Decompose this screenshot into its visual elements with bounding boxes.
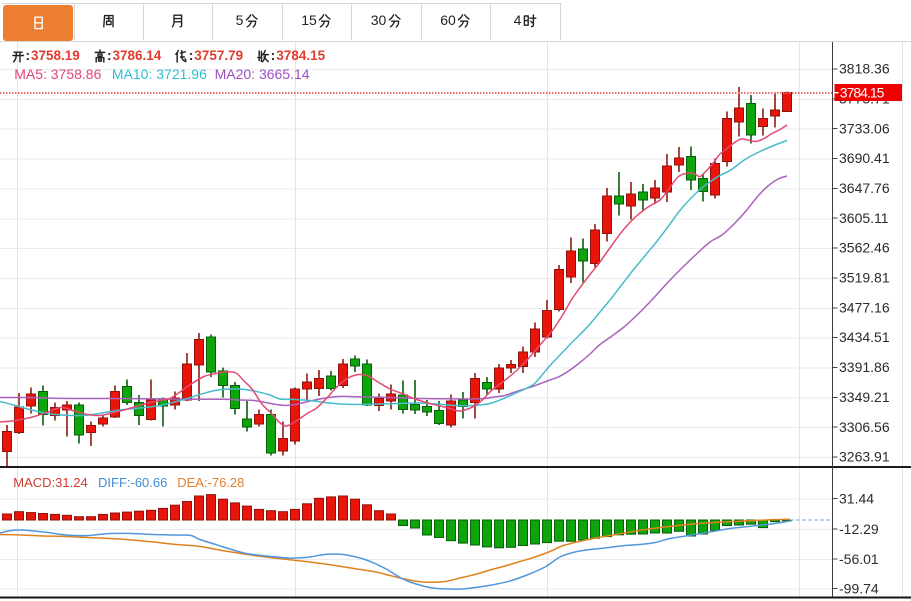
svg-text:3605.11: 3605.11 — [839, 210, 889, 226]
svg-text:3434.51: 3434.51 — [839, 329, 890, 345]
svg-text:3818.36: 3818.36 — [839, 61, 890, 77]
svg-text:-99.74: -99.74 — [839, 581, 879, 597]
svg-text:3733.06: 3733.06 — [839, 120, 890, 136]
svg-text:3349.21: 3349.21 — [839, 389, 890, 405]
svg-text:3647.76: 3647.76 — [839, 180, 890, 196]
svg-text:3562.46: 3562.46 — [839, 240, 890, 256]
svg-text:3306.56: 3306.56 — [839, 419, 890, 435]
svg-text:3477.16: 3477.16 — [839, 299, 890, 315]
svg-text:3391.86: 3391.86 — [839, 359, 890, 375]
svg-text:-56.01: -56.01 — [839, 551, 879, 567]
svg-text:3519.81: 3519.81 — [839, 270, 890, 286]
svg-text:31.44: 31.44 — [839, 490, 874, 506]
svg-text:-12.29: -12.29 — [839, 521, 879, 537]
svg-text:3690.41: 3690.41 — [839, 150, 890, 166]
svg-text:3784.15: 3784.15 — [840, 85, 885, 101]
svg-text:3263.91: 3263.91 — [839, 449, 890, 465]
